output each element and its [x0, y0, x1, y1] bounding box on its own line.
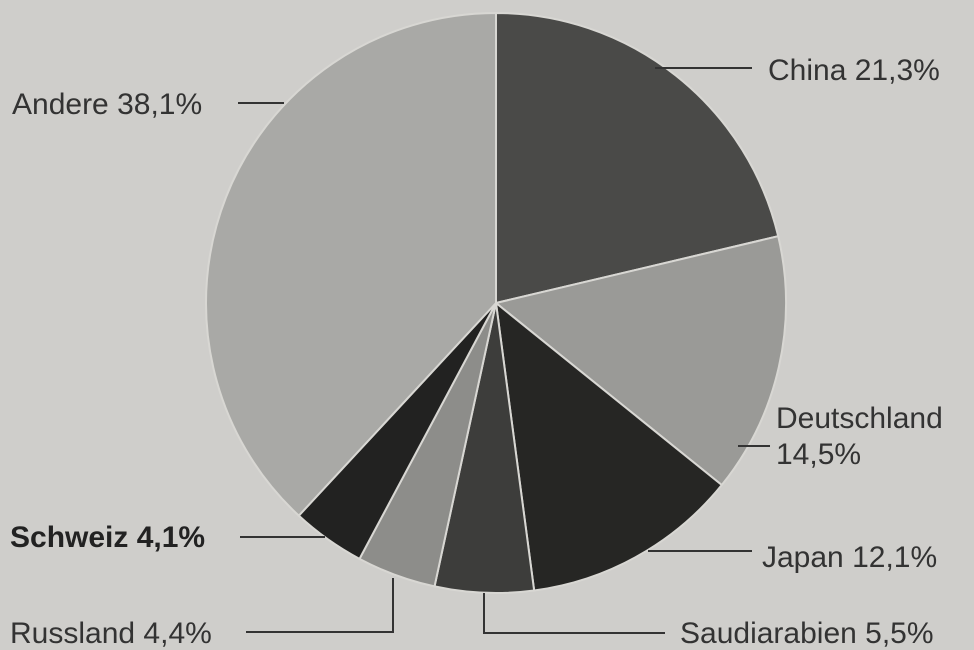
- slice-japan: [494, 300, 724, 592]
- label-schweiz: Schweiz 4,1%: [10, 521, 205, 554]
- label-russland: Russland 4,4%: [10, 617, 212, 650]
- slice-labels: China 21,3% Deutschland 14,5% Japan 12,1…: [10, 54, 951, 650]
- label-japan: Japan 12,1%: [762, 541, 937, 574]
- slice-deutschland: [493, 234, 787, 487]
- label-china: China 21,3%: [768, 54, 940, 87]
- label-andere: Andere 38,1%: [12, 88, 202, 121]
- label-deutschland: Deutschland 14,5%: [776, 402, 951, 471]
- leader-saudiarabien: [483, 593, 665, 634]
- leader-lines: [238, 67, 770, 634]
- leader-russland: [246, 578, 394, 633]
- pie-slices: [205, 11, 787, 594]
- slice-china: [495, 11, 780, 305]
- slice-andere: [205, 11, 497, 518]
- label-saudiarabien: Saudiarabien 5,5%: [680, 617, 934, 650]
